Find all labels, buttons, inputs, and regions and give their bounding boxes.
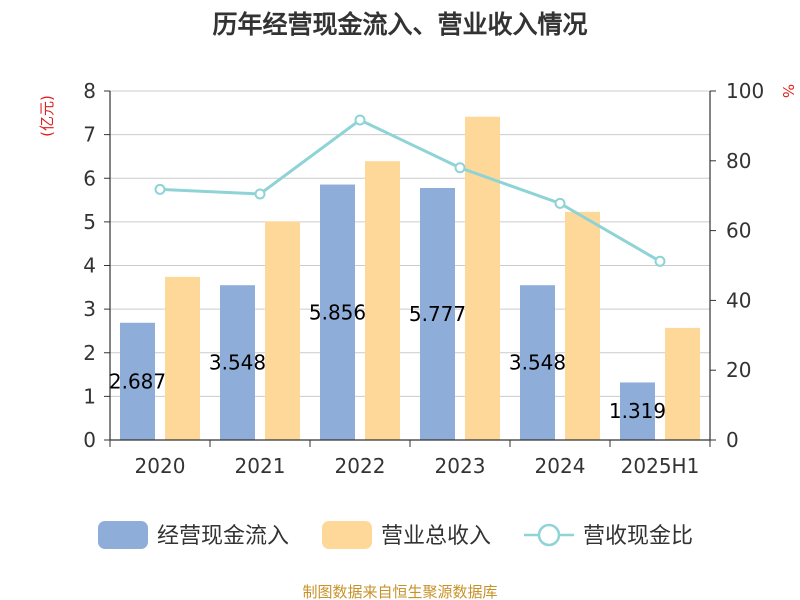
left-tick-label: 7: [83, 123, 96, 147]
ratio-point: [554, 197, 566, 209]
x-tick-label: 2022: [335, 454, 386, 478]
bar-revenue: [365, 161, 400, 440]
data-label: 5.856: [309, 300, 366, 324]
line-layer: [154, 114, 666, 267]
legend-label: 营业总收入: [381, 524, 491, 549]
left-tick-label: 8: [83, 79, 96, 103]
bar-revenue: [265, 221, 300, 440]
left-tick-label: 3: [83, 297, 96, 321]
label-layer: 2.687 3.548 5.856 5.777 3.548 1.319: [109, 300, 666, 423]
data-label: 5.777: [409, 302, 466, 326]
ratio-point: [354, 114, 366, 126]
x-tick-label: 2020: [135, 454, 186, 478]
bar-cash-inflow: [620, 382, 655, 440]
bar-revenue: [665, 327, 700, 440]
bar-revenue: [465, 116, 500, 441]
right-axis-unit: %: [779, 84, 797, 98]
right-tick-label: 100: [726, 79, 764, 103]
bar-revenue: [165, 276, 200, 440]
legend: 经营现金流入 营业总收入 营收现金比: [98, 521, 693, 549]
bar-cash-inflow: [120, 322, 155, 440]
ratio-point: [454, 162, 466, 174]
data-label: 3.548: [509, 351, 566, 375]
left-tick-label: 0: [83, 428, 96, 452]
grid: [110, 90, 710, 397]
legend-swatch: [322, 521, 372, 549]
ratio-point: [154, 183, 166, 195]
right-tick-label: 40: [726, 288, 751, 312]
bar-layer: [120, 116, 700, 441]
bar-cash-inflow: [520, 285, 555, 440]
left-tick-label: 1: [83, 384, 96, 408]
legend-label: 经营现金流入: [157, 524, 289, 549]
bar-cash-inflow: [320, 184, 355, 440]
x-tick-label: 2023: [435, 454, 486, 478]
ratio-point: [254, 188, 266, 200]
right-tick-label: 80: [726, 149, 751, 173]
left-tick-label: 6: [83, 166, 96, 190]
right-tick-label: 0: [726, 428, 739, 452]
left-tick-label: 2: [83, 341, 96, 365]
x-tick-label: 2024: [535, 454, 586, 478]
legend-swatch: [98, 521, 148, 549]
right-tick-label: 60: [726, 219, 751, 243]
x-tick-label: 2021: [235, 454, 286, 478]
x-tick-label: 2025H1: [621, 454, 700, 478]
bar-cash-inflow: [220, 285, 255, 440]
data-label: 3.548: [209, 351, 266, 375]
bar-cash-inflow: [420, 187, 455, 440]
legend-label: 营收现金比: [583, 524, 693, 549]
right-tick-label: 20: [726, 358, 751, 382]
left-axis-unit: (亿元): [38, 95, 56, 137]
left-tick-label: 5: [83, 210, 96, 234]
ratio-line: [159, 118, 661, 263]
chart-title: 历年经营现金流入、营业收入情况: [212, 10, 587, 39]
data-label: 1.319: [609, 399, 666, 423]
bar-revenue: [565, 211, 600, 440]
data-label: 2.687: [109, 369, 166, 393]
source-note: 制图数据来自恒生聚源数据库: [302, 583, 497, 600]
left-tick-label: 4: [83, 254, 96, 278]
ratio-point: [654, 255, 666, 267]
legend-marker: [537, 523, 561, 547]
